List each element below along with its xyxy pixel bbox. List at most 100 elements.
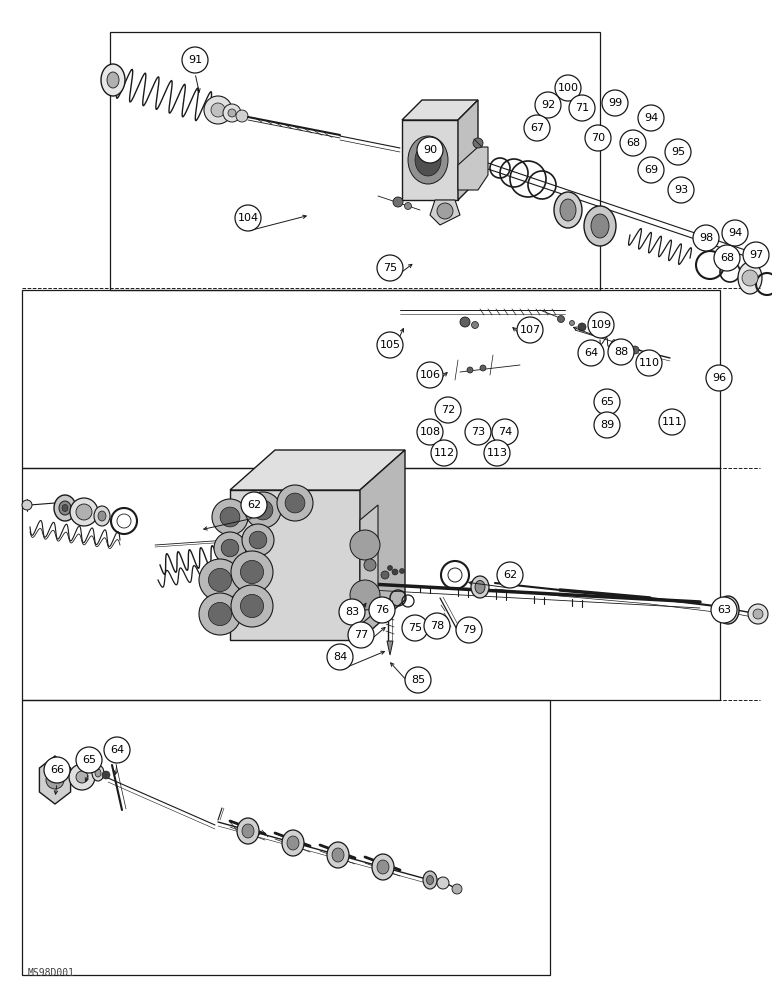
Circle shape [517,317,543,343]
Text: 89: 89 [600,420,614,430]
Circle shape [711,597,737,623]
Polygon shape [402,100,478,120]
Circle shape [594,412,620,438]
Text: 74: 74 [498,427,512,437]
Text: 91: 91 [188,55,202,65]
Text: 69: 69 [644,165,658,175]
Circle shape [228,109,236,117]
Circle shape [381,571,389,579]
Text: 93: 93 [674,185,688,195]
Circle shape [76,771,88,783]
Text: 111: 111 [662,417,682,427]
Text: 97: 97 [749,250,764,260]
Circle shape [249,531,267,549]
Ellipse shape [95,769,101,777]
Text: 92: 92 [541,100,555,110]
Circle shape [456,617,482,643]
Circle shape [348,622,374,648]
Text: 75: 75 [408,623,422,633]
Circle shape [76,747,102,773]
Circle shape [220,507,240,527]
Circle shape [467,367,473,373]
Text: 62: 62 [503,570,517,580]
Circle shape [437,877,449,889]
Circle shape [44,757,70,783]
Ellipse shape [98,511,106,521]
Text: 71: 71 [575,103,589,113]
Ellipse shape [560,199,576,221]
Text: 68: 68 [626,138,640,148]
Circle shape [405,202,411,210]
Circle shape [578,340,604,366]
Circle shape [339,599,365,625]
Circle shape [204,96,232,124]
Circle shape [76,504,92,520]
Polygon shape [230,450,405,490]
Text: 68: 68 [720,253,734,263]
Text: 70: 70 [591,133,605,143]
Polygon shape [458,147,488,190]
Polygon shape [458,100,478,200]
Circle shape [240,560,263,584]
Polygon shape [39,756,70,804]
Circle shape [431,440,457,466]
Circle shape [242,524,274,556]
Circle shape [377,255,403,281]
Text: 105: 105 [380,340,401,350]
Circle shape [497,562,523,588]
Circle shape [722,220,748,246]
Text: 109: 109 [591,320,611,330]
Circle shape [742,270,758,286]
Circle shape [417,419,443,445]
Circle shape [636,350,662,376]
Circle shape [602,90,628,116]
Circle shape [223,104,241,122]
Circle shape [753,609,763,619]
Text: 62: 62 [247,500,261,510]
Text: 78: 78 [430,621,444,631]
Text: 88: 88 [614,347,628,357]
Circle shape [231,585,273,627]
Circle shape [327,644,353,670]
Text: 98: 98 [699,233,713,243]
Circle shape [417,137,443,163]
Ellipse shape [327,842,349,868]
Text: 95: 95 [671,147,685,157]
Circle shape [585,125,611,151]
Circle shape [285,493,305,513]
Ellipse shape [415,144,441,176]
Text: 113: 113 [486,448,507,458]
Circle shape [104,737,130,763]
Text: 108: 108 [419,427,441,437]
Circle shape [435,397,461,423]
Text: 99: 99 [608,98,622,108]
Circle shape [235,205,261,231]
Circle shape [70,498,98,526]
Circle shape [484,440,510,466]
Circle shape [668,177,694,203]
Ellipse shape [101,64,125,96]
Text: 77: 77 [354,630,368,640]
Circle shape [236,110,248,122]
Circle shape [743,242,769,268]
Circle shape [535,92,561,118]
Circle shape [693,225,719,251]
Circle shape [240,594,263,618]
Circle shape [472,322,479,328]
Circle shape [182,47,208,73]
Circle shape [570,320,574,326]
Circle shape [392,569,398,575]
Text: 90: 90 [423,145,437,155]
Circle shape [620,130,646,156]
Circle shape [350,530,380,560]
Circle shape [578,323,586,331]
Polygon shape [430,200,460,225]
Text: 106: 106 [419,370,441,380]
Circle shape [399,568,405,574]
Circle shape [417,362,443,388]
Text: 94: 94 [644,113,658,123]
Circle shape [665,139,691,165]
Ellipse shape [332,848,344,862]
Polygon shape [387,641,393,655]
Ellipse shape [237,818,259,844]
